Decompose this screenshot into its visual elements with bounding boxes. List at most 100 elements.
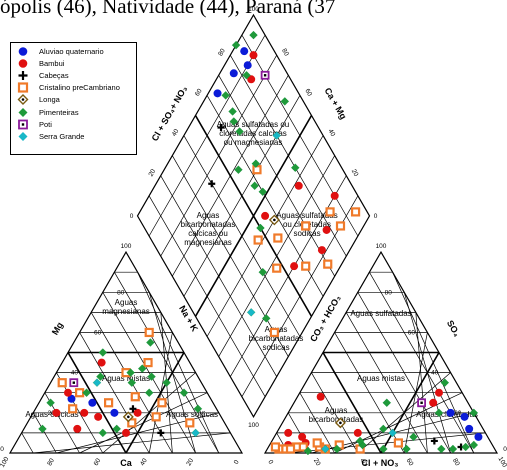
data-point-pimenteiras	[437, 444, 446, 454]
legend-marker-icon	[18, 131, 28, 141]
data-point-cristalino-precambriano	[144, 327, 154, 338]
cation-axis-label: Ca	[120, 458, 132, 468]
data-point-bambui	[122, 428, 130, 437]
caption-text: ópolis (46), Natividade (44), Paraná (37	[0, 0, 336, 18]
diamond-field-label: bicarbonatadas	[181, 220, 236, 229]
legend-marker-icon	[18, 46, 28, 56]
anion-tick-label: 80	[451, 457, 461, 467]
cation-gridline	[79, 332, 150, 454]
data-point-pimenteiras	[242, 71, 251, 80]
data-point-bambui	[353, 428, 362, 437]
data-point-pimenteiras	[228, 107, 237, 116]
data-point-cristalino-precambriano	[350, 207, 361, 217]
data-point-bambui	[261, 211, 270, 220]
diamond-field-label: sodicas	[293, 229, 320, 238]
data-point-pimenteiras	[229, 117, 238, 126]
data-point-pimenteiras	[127, 378, 137, 387]
data-point-bambui	[435, 388, 443, 397]
cation-tick-label: 100	[121, 243, 132, 250]
legend-marker-icon	[18, 70, 28, 80]
legend-label: Aluviao quaternario	[39, 46, 104, 56]
legend-item: Poti	[16, 118, 136, 130]
data-point-aluviao-quaternario	[465, 424, 474, 433]
cation-tick-label: 0	[0, 446, 4, 453]
cation-tick-label: 100	[0, 455, 11, 468]
data-point-cristalino-precambriano	[127, 418, 137, 428]
diamond-field-label: Aguas sulfatadas	[276, 211, 337, 220]
anion-tick-label: 100	[497, 456, 507, 469]
diamond-tick-label: 80	[217, 47, 227, 57]
diamond-field-label: bicarbonatadas	[249, 334, 304, 343]
data-point-pimenteiras	[379, 424, 388, 434]
data-point-poti	[420, 401, 423, 404]
data-point-pimenteiras	[379, 444, 388, 454]
legend-label: Longa	[39, 95, 60, 105]
diamond-field-label: Aguas	[197, 211, 220, 220]
diamond-tick-label: 40	[327, 128, 337, 138]
legend-label: Pimenteiras	[39, 107, 79, 117]
anion-gridline	[311, 372, 359, 454]
diamond-axis-label: Cl + SO₄+ NO₃	[150, 84, 190, 143]
data-point-pimenteiras	[469, 408, 479, 418]
data-point-bambui	[133, 408, 142, 417]
data-point-aluviao-quaternario	[240, 47, 249, 56]
cation-gridline	[67, 352, 127, 454]
anion-gridline	[415, 312, 428, 454]
data-point-bambui	[247, 75, 256, 84]
cation-field-label: magnesianas	[102, 307, 150, 316]
anion-gridline	[392, 272, 475, 454]
diamond-tick-label: 0	[374, 213, 378, 220]
anion-gridline	[322, 352, 382, 454]
anion-field-label: bicarbonatadas	[309, 415, 364, 424]
data-point-cristalino-precambriano	[273, 233, 283, 243]
legend-item: Aluviao quaternario	[16, 45, 136, 57]
cation-field-label: Aguas sodicas	[166, 410, 218, 419]
data-point-cristalino-precambriano	[252, 165, 262, 175]
diamond-tick-label: 100	[248, 6, 259, 13]
data-point-pimenteiras	[332, 444, 342, 454]
data-point-pimenteiras	[256, 223, 265, 233]
cation-tick-label: 0	[233, 459, 241, 466]
anion-tick-label: 100	[376, 243, 387, 250]
data-point-cristalino-precambriano	[157, 398, 167, 408]
data-point-pimenteiras	[251, 159, 261, 168]
data-point-bambui	[73, 424, 82, 433]
data-point-cristalino-precambriano	[185, 418, 195, 428]
cation-tick-label: 40	[139, 457, 149, 467]
data-point-pimenteiras	[96, 372, 105, 381]
data-point-pimenteiras	[440, 378, 450, 387]
anion-axis-label: SO₄	[445, 319, 462, 339]
data-point-bambui	[94, 412, 103, 421]
anion-tick-label: 60	[405, 457, 415, 467]
data-point-aluviao-quaternario	[446, 408, 455, 417]
data-point-cristalino-precambriano	[143, 357, 153, 368]
data-point-cristalino-precambriano	[323, 259, 333, 269]
diamond-tick-label: 20	[350, 168, 360, 178]
data-point-pimenteiras	[249, 30, 258, 40]
data-point-bambui	[429, 398, 438, 407]
diamond-gridline	[229, 55, 347, 257]
diamond-field-label: ou magnesianas	[224, 138, 283, 147]
anion-field-label: Aguas	[325, 406, 348, 415]
anion-tick-label: 0	[503, 446, 507, 453]
data-point-pimenteiras	[146, 338, 155, 347]
legend-label: Cristalino preCambriano	[39, 83, 120, 93]
data-point-bambui	[52, 408, 61, 417]
cation-gridline	[125, 352, 185, 454]
anion-triangle	[263, 250, 499, 454]
data-point-cristalino-precambriano	[325, 207, 335, 217]
data-point-cristalino-precambriano	[130, 392, 140, 402]
data-point-pimenteiras	[234, 165, 243, 174]
data-point-cristalino-precambriano	[270, 442, 281, 452]
diamond-field-label: cloretadas calcicas	[219, 129, 287, 138]
diamond-gridline	[194, 115, 313, 317]
legend-marker-icon	[18, 58, 28, 68]
data-point-serra-grande	[191, 428, 200, 438]
legend-item: Serra Grande	[16, 130, 136, 142]
data-point-cristalino-precambriano	[103, 398, 114, 408]
legend-label: Serra Grande	[39, 131, 85, 141]
anion-tick-label: 40	[358, 457, 368, 467]
diamond-tick-label: 60	[303, 88, 313, 98]
data-point-cristalino-precambriano	[272, 263, 282, 273]
data-point-pimenteiras	[144, 388, 154, 397]
